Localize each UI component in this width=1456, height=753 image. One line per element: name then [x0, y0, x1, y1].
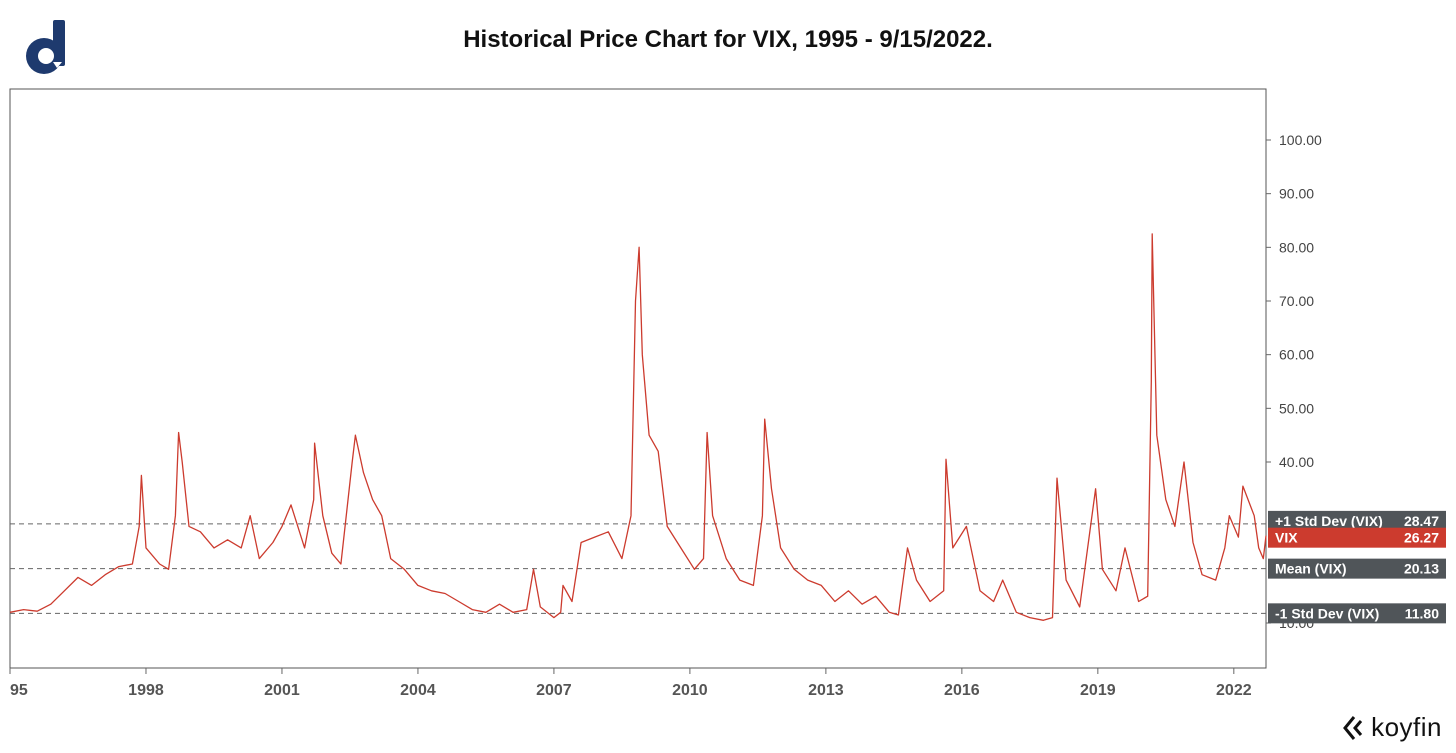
- brand-name: koyfin: [1371, 712, 1442, 742]
- value-tag-bg: [1268, 603, 1446, 624]
- x-tick-label: 2001: [264, 682, 300, 699]
- y-tick-label: 80.00: [1279, 239, 1314, 255]
- y-tick-label: 40.00: [1279, 454, 1314, 470]
- value-tag-value: 11.80: [1405, 605, 1439, 621]
- y-tick-label: 90.00: [1279, 186, 1314, 202]
- koyfin-icon: [1343, 715, 1363, 740]
- value-tag: -1 Std Dev (VIX) 11.80: [1268, 603, 1446, 624]
- value-tag-value: 28.47: [1404, 513, 1439, 529]
- x-tick-label: 1998: [128, 682, 164, 699]
- value-tag: +1 Std Dev (VIX) 28.47: [1268, 510, 1446, 531]
- value-tag-name: Mean (VIX): [1275, 561, 1347, 577]
- brand-logo: koyfin: [1343, 712, 1442, 743]
- y-tick-label: 70.00: [1279, 293, 1314, 309]
- y-tick-label: 100.00: [1279, 132, 1322, 148]
- x-tick-label: 2010: [672, 682, 708, 699]
- logo-icon: [26, 20, 65, 74]
- value-tag-name: +1 Std Dev (VIX): [1275, 513, 1383, 529]
- value-tag-name: -1 Std Dev (VIX): [1275, 605, 1379, 621]
- value-tag-name: VIX: [1275, 530, 1298, 546]
- x-tick-label: 2004: [400, 682, 436, 699]
- value-tag-bg: [1268, 558, 1446, 579]
- x-tick-label: 2022: [1216, 682, 1252, 699]
- chart-title: Historical Price Chart for VIX, 1995 - 9…: [463, 26, 993, 53]
- value-tag-bg: [1268, 527, 1446, 548]
- x-tick-label: 2013: [808, 682, 844, 699]
- x-tick-label: 2016: [944, 682, 980, 699]
- x-tick-label: 2019: [1080, 682, 1116, 699]
- y-tick-label: 50.00: [1279, 400, 1314, 416]
- value-tag-value: 20.13: [1404, 561, 1439, 577]
- vix-series-line: [9, 233, 1267, 621]
- value-tag: VIX 26.27: [1268, 527, 1446, 548]
- value-tag-bg: [1268, 510, 1446, 531]
- plot-frame: [9, 88, 1267, 669]
- x-tick-label: 2007: [536, 682, 572, 699]
- value-tag: Mean (VIX) 20.13: [1268, 558, 1446, 579]
- value-tag-value: 26.27: [1404, 530, 1439, 546]
- y-tick-label: 60.00: [1279, 347, 1314, 363]
- x-tick-label: 95: [10, 682, 28, 699]
